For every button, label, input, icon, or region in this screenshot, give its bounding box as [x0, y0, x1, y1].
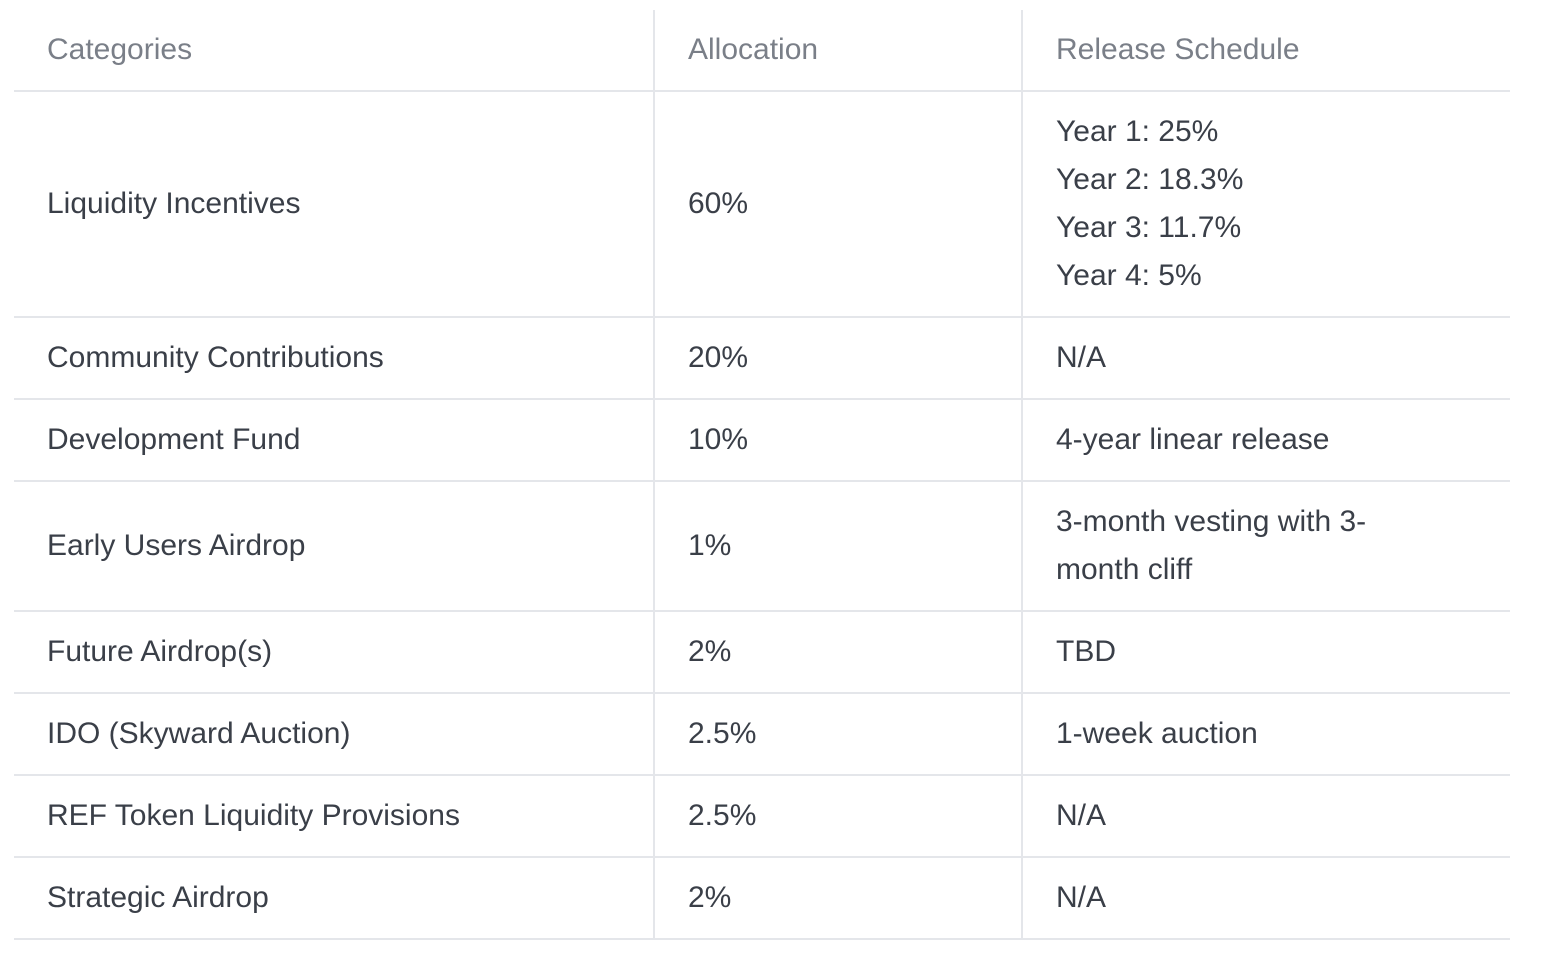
release-schedule-cell: TBD [1021, 611, 1510, 693]
release-schedule-cell: Year 1: 25% Year 2: 18.3% Year 3: 11.7% … [1021, 91, 1510, 317]
schedule-line: Year 1: 25% [1056, 115, 1219, 148]
category-cell: Strategic Airdrop [47, 881, 269, 914]
column-header-categories: Categories [47, 33, 193, 66]
table-row: Community Contributions 20% N/A [14, 317, 1510, 399]
allocation-cell: 2.5% [653, 693, 1022, 775]
table-row: IDO (Skyward Auction) 2.5% 1-week auctio… [14, 693, 1510, 775]
token-allocation-table-container: Categories Allocation Release Schedule L… [14, 10, 1510, 940]
schedule-line: Year 2: 18.3% [1056, 163, 1244, 196]
release-schedule-cell: N/A [1021, 317, 1510, 399]
column-header-release-schedule: Release Schedule [1021, 10, 1510, 91]
category-cell: Future Airdrop(s) [47, 635, 273, 668]
allocation-cell: 10% [653, 399, 1022, 481]
schedule-line: Year 4: 5% [1056, 259, 1202, 292]
allocation-cell: 2% [653, 857, 1022, 939]
table-row: Strategic Airdrop 2% N/A [14, 857, 1510, 939]
category-cell: REF Token Liquidity Provisions [47, 799, 460, 832]
column-header-allocation: Allocation [653, 10, 1022, 91]
release-schedule-cell: 1-week auction [1021, 693, 1510, 775]
table-row: Development Fund 10% 4-year linear relea… [14, 399, 1510, 481]
table-row: Early Users Airdrop 1% 3-month vesting w… [14, 481, 1510, 611]
category-cell: Liquidity Incentives [47, 187, 301, 220]
category-cell: IDO (Skyward Auction) [47, 717, 351, 750]
category-cell: Community Contributions [47, 341, 384, 374]
release-schedule-cell: 4-year linear release [1021, 399, 1510, 481]
allocation-cell: 60% [653, 91, 1022, 317]
allocation-cell: 2.5% [653, 775, 1022, 857]
table-header-row: Categories Allocation Release Schedule [14, 10, 1510, 91]
category-cell: Development Fund [47, 423, 301, 456]
schedule-line: Year 3: 11.7% [1056, 211, 1242, 244]
release-schedule-cell: 3-month vesting with 3-month cliff [1021, 481, 1510, 611]
release-schedule-cell: N/A [1021, 775, 1510, 857]
release-schedule-cell: N/A [1021, 857, 1510, 939]
category-cell: Early Users Airdrop [47, 529, 306, 562]
token-allocation-table: Categories Allocation Release Schedule L… [14, 10, 1510, 940]
table-row: Liquidity Incentives 60% Year 1: 25% Yea… [14, 91, 1510, 317]
table-row: REF Token Liquidity Provisions 2.5% N/A [14, 775, 1510, 857]
allocation-cell: 2% [653, 611, 1022, 693]
allocation-cell: 1% [653, 481, 1022, 611]
table-row: Future Airdrop(s) 2% TBD [14, 611, 1510, 693]
allocation-cell: 20% [653, 317, 1022, 399]
